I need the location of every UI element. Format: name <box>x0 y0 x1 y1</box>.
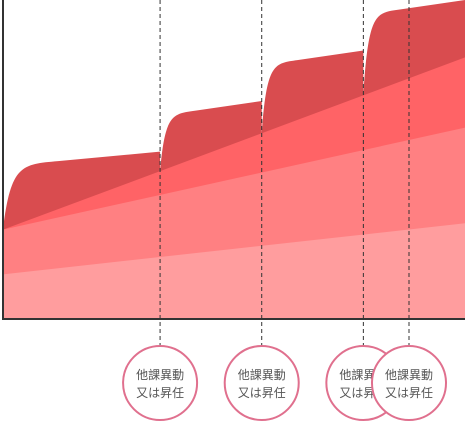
event-circle <box>371 345 447 421</box>
area-layers <box>3 0 465 320</box>
event-label-line: 他課異動 <box>385 367 433 382</box>
event-circle <box>223 345 300 421</box>
event-label-line: 他課異動 <box>136 367 184 382</box>
event-label-line: 他課異動 <box>238 367 286 382</box>
event-label-line: 又は昇任 <box>238 386 286 400</box>
event-circle <box>122 345 199 421</box>
event-label-line: 又は昇任 <box>385 386 433 400</box>
area-layer-1 <box>3 223 465 319</box>
event-label-line: 又は昇任 <box>136 386 184 400</box>
